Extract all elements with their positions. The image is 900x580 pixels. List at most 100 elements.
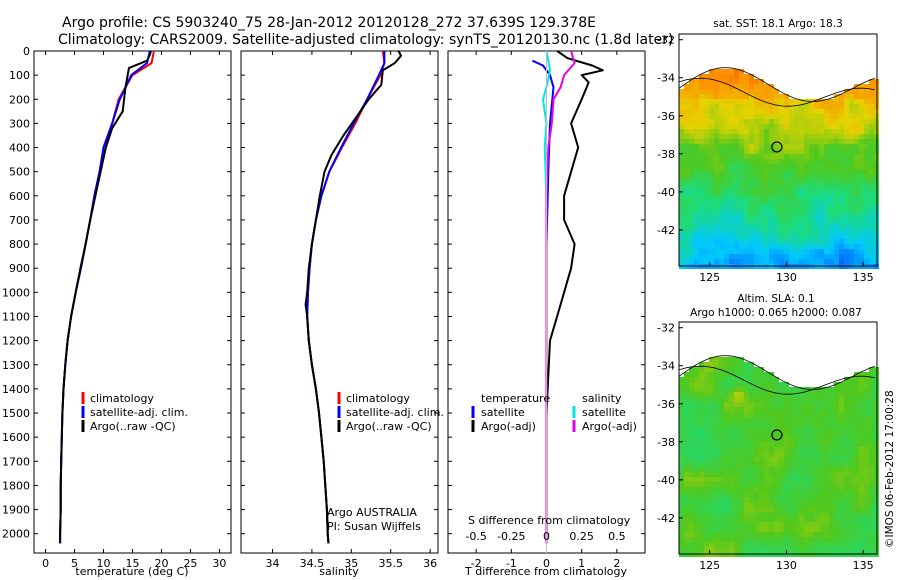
map-cell	[844, 467, 849, 472]
map-cell	[834, 537, 839, 542]
map-cell	[859, 129, 864, 134]
map-cell	[809, 532, 814, 537]
map-cell	[724, 219, 729, 224]
map-cell	[739, 139, 744, 144]
map-cell	[869, 417, 874, 422]
map-cell	[744, 259, 749, 264]
map-cell	[714, 412, 719, 417]
map-cell	[844, 179, 849, 184]
map-cell	[754, 322, 759, 327]
map-cell	[704, 124, 709, 129]
map-cell	[854, 322, 859, 327]
map-cell	[739, 64, 744, 69]
map-cell	[844, 372, 849, 377]
map-cell	[779, 497, 784, 502]
map-cell	[759, 427, 764, 432]
map-cell	[699, 527, 704, 532]
map-cell	[784, 322, 789, 327]
map-cell	[804, 502, 809, 507]
map-cell	[709, 387, 714, 392]
map-cell	[689, 139, 694, 144]
map-cell	[739, 442, 744, 447]
map-cell	[714, 229, 719, 234]
map-cell	[779, 477, 784, 482]
map-cell	[779, 214, 784, 219]
map-cell	[849, 527, 854, 532]
map-cell	[794, 214, 799, 219]
map-cell	[769, 104, 774, 109]
map-cell	[779, 457, 784, 462]
map-cell	[744, 472, 749, 477]
map-cell	[764, 352, 769, 357]
map-cell	[699, 234, 704, 239]
map-cell	[764, 537, 769, 542]
map-cell	[689, 49, 694, 54]
map-cell	[804, 342, 809, 347]
map-cell	[824, 34, 829, 39]
map-cell	[834, 209, 839, 214]
map-cell	[809, 104, 814, 109]
map-cell	[834, 234, 839, 239]
map-cell	[744, 204, 749, 209]
map-cell	[709, 407, 714, 412]
lat-tick-label: -38	[657, 436, 675, 449]
map-cell	[679, 342, 684, 347]
map-cell	[784, 537, 789, 542]
map-cell	[689, 129, 694, 134]
map-cell	[774, 184, 779, 189]
map-cell	[774, 467, 779, 472]
map-cell	[859, 224, 864, 229]
map-cell	[789, 352, 794, 357]
map-cell	[804, 179, 809, 184]
map-cell	[859, 139, 864, 144]
map-cell	[719, 194, 724, 199]
map-cell	[724, 74, 729, 79]
map-cell	[764, 214, 769, 219]
map-cell	[709, 397, 714, 402]
map-cell	[764, 512, 769, 517]
map-cell	[834, 124, 839, 129]
map-cell	[829, 49, 834, 54]
map-cell	[859, 89, 864, 94]
map-cell	[779, 49, 784, 54]
map-cell	[774, 219, 779, 224]
map-cell	[824, 154, 829, 159]
map-cell	[759, 372, 764, 377]
map-cell	[864, 542, 869, 547]
map-cell	[764, 174, 769, 179]
map-cell	[699, 547, 704, 552]
map-cell	[869, 34, 874, 39]
map-cell	[834, 34, 839, 39]
map-cell	[734, 362, 739, 367]
bathymetry-contour	[678, 365, 875, 395]
map-cell	[694, 422, 699, 427]
map-cell	[724, 134, 729, 139]
map-cell	[749, 164, 754, 169]
map-cell	[684, 54, 689, 59]
map-cell	[754, 79, 759, 84]
map-cell	[824, 547, 829, 552]
map-cell	[754, 144, 759, 149]
map-cell	[859, 407, 864, 412]
map-cell	[679, 442, 684, 447]
map-cell	[729, 322, 734, 327]
map-cell	[844, 214, 849, 219]
map-cell	[754, 199, 759, 204]
map-cell	[844, 482, 849, 487]
map-cell	[869, 472, 874, 477]
map-cell	[709, 149, 714, 154]
map-cell	[839, 239, 844, 244]
map-cell	[819, 547, 824, 552]
map-cell	[799, 124, 804, 129]
map-cell	[809, 124, 814, 129]
map-cell	[834, 527, 839, 532]
map-cell	[744, 397, 749, 402]
map-cell	[704, 492, 709, 497]
map-cell	[789, 362, 794, 367]
map-cell	[734, 532, 739, 537]
map-cell	[859, 337, 864, 342]
map-cell	[729, 517, 734, 522]
map-cell	[859, 522, 864, 527]
map-cell	[824, 119, 829, 124]
map-cell	[819, 487, 824, 492]
